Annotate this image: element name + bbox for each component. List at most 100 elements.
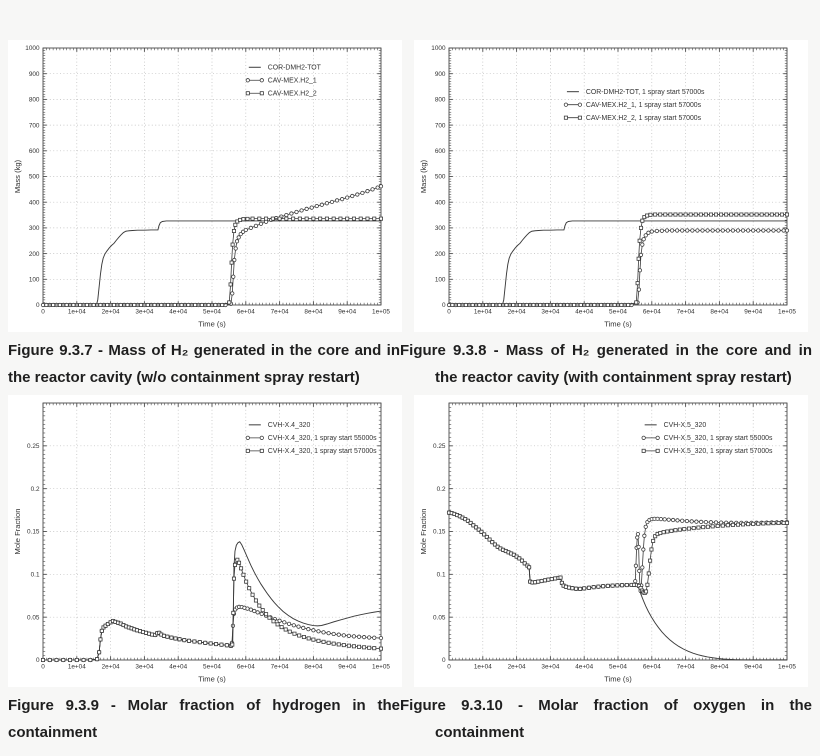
series-0 — [449, 220, 787, 306]
legend-label: CVH-X.4_320, 1 spray start 55000s — [268, 435, 377, 442]
svg-text:8e+04: 8e+04 — [710, 309, 728, 316]
svg-text:1e+05: 1e+05 — [778, 309, 796, 316]
svg-text:200: 200 — [29, 251, 40, 258]
svg-text:700: 700 — [435, 122, 446, 129]
y-axis-label: Mole Fraction — [419, 508, 428, 554]
plot-frame — [42, 402, 382, 661]
svg-text:6e+04: 6e+04 — [237, 664, 255, 671]
chart-figure-9-3-8: 0 1e+04 2e+04 3e+04 4e+04 5e+04 6e+04 7e+04 8e+0… — [414, 40, 808, 332]
legend-label: CVH-X.5_320, 1 spray start 57000s — [664, 448, 773, 455]
legend-label: CAV-MEX.H2_2 — [268, 91, 317, 98]
legend: COR-DMH2-TOT, 1 spray start 57000s CAV-ME… — [563, 89, 705, 122]
svg-text:2e+04: 2e+04 — [508, 309, 526, 316]
svg-text:6e+04: 6e+04 — [643, 664, 661, 671]
svg-text:900: 900 — [29, 71, 40, 78]
series-1 — [446, 228, 790, 308]
svg-text:2e+04: 2e+04 — [102, 664, 120, 671]
legend-label: CAV-MEX.H2_1, 1 spray start 57000s — [586, 102, 702, 109]
svg-text:7e+04: 7e+04 — [271, 309, 289, 316]
svg-text:0: 0 — [442, 302, 446, 309]
caption-line: containment — [8, 724, 98, 741]
svg-text:0: 0 — [36, 302, 40, 309]
svg-text:7e+04: 7e+04 — [271, 664, 289, 671]
caption-line: Figure 9.3.7 - Mass of H₂ generated in t… — [8, 342, 400, 359]
svg-text:7e+04: 7e+04 — [677, 664, 695, 671]
svg-text:400: 400 — [435, 199, 446, 206]
caption-line: Figure 9.3.8 - Mass of H₂ generated in t… — [400, 342, 812, 359]
svg-text:500: 500 — [29, 174, 40, 181]
svg-text:0.05: 0.05 — [433, 614, 446, 621]
svg-text:4e+04: 4e+04 — [575, 664, 593, 671]
chart-canvas: 0 1e+04 2e+04 3e+04 4e+04 5e+04 6e+04 7e+04 8e+0… — [13, 45, 390, 329]
svg-text:8e+04: 8e+04 — [304, 309, 322, 316]
gridlines — [449, 48, 787, 305]
legend-label: COR-DMH2-TOT — [268, 65, 322, 72]
caption-line: containment — [435, 724, 525, 741]
caption-row-top: Figure 9.3.7 - Mass of H₂ generated in t… — [8, 337, 812, 391]
svg-text:800: 800 — [29, 97, 40, 104]
svg-text:0.15: 0.15 — [433, 529, 446, 536]
svg-text:5e+04: 5e+04 — [203, 309, 221, 316]
series-2 — [44, 216, 383, 307]
figure-caption-9-3-9: Figure 9.3.9 - Molar fraction of hydroge… — [8, 692, 400, 746]
series-1 — [40, 184, 384, 308]
svg-text:0.25: 0.25 — [433, 443, 446, 450]
svg-text:8e+04: 8e+04 — [710, 664, 728, 671]
svg-text:7e+04: 7e+04 — [677, 309, 695, 316]
svg-text:5e+04: 5e+04 — [609, 309, 627, 316]
svg-text:0.1: 0.1 — [31, 572, 40, 579]
legend-label: COR-DMH2-TOT, 1 spray start 57000s — [586, 89, 705, 96]
svg-text:5e+04: 5e+04 — [609, 664, 627, 671]
svg-text:3e+04: 3e+04 — [135, 664, 153, 671]
svg-text:3e+04: 3e+04 — [541, 664, 559, 671]
gridlines — [43, 48, 381, 305]
tick-labels: 0 1e+04 2e+04 3e+04 4e+04 5e+04 6e+04 7e+04 8e+0… — [27, 443, 390, 670]
caption-row-bottom: Figure 9.3.9 - Molar fraction of hydroge… — [8, 692, 812, 746]
legend-label: CVH-X.5_320 — [664, 422, 707, 429]
x-axis-label: Time (s) — [604, 320, 632, 329]
svg-text:9e+04: 9e+04 — [338, 309, 356, 316]
svg-text:3e+04: 3e+04 — [541, 309, 559, 316]
svg-text:0.1: 0.1 — [437, 572, 446, 579]
svg-text:3e+04: 3e+04 — [135, 309, 153, 316]
legend-label: CVH-X.4_320, 1 spray start 57000s — [268, 448, 377, 455]
caption-line: Figure 9.3.9 - Molar fraction of hydroge… — [8, 697, 400, 714]
svg-text:2e+04: 2e+04 — [102, 309, 120, 316]
caption-line: the reactor cavity (w/o containment spra… — [8, 369, 360, 386]
svg-text:900: 900 — [435, 71, 446, 78]
series-1 — [40, 604, 384, 663]
chart-figure-9-3-10: 0 1e+04 2e+04 3e+04 4e+04 5e+04 6e+04 7e+04 8e+0… — [414, 395, 808, 687]
legend: CVH-X.5_320 CVH-X.5_320, 1 spray start 55… — [641, 422, 773, 455]
svg-text:1e+04: 1e+04 — [68, 664, 86, 671]
plot-frame — [448, 402, 788, 661]
svg-text:0.2: 0.2 — [437, 486, 446, 493]
svg-text:800: 800 — [435, 97, 446, 104]
svg-text:600: 600 — [29, 148, 40, 155]
svg-text:100: 100 — [435, 277, 446, 284]
svg-text:0: 0 — [41, 664, 45, 671]
svg-text:0.05: 0.05 — [27, 614, 40, 621]
x-axis-label: Time (s) — [198, 320, 226, 329]
svg-text:1000: 1000 — [25, 45, 40, 52]
svg-text:6e+04: 6e+04 — [643, 309, 661, 316]
y-axis-label: Mass (kg) — [13, 159, 22, 193]
x-axis-label: Time (s) — [604, 675, 632, 684]
svg-text:1e+05: 1e+05 — [372, 664, 390, 671]
svg-text:1e+05: 1e+05 — [372, 309, 390, 316]
svg-text:0.2: 0.2 — [31, 486, 40, 493]
series-2 — [447, 510, 789, 596]
svg-text:4e+04: 4e+04 — [169, 664, 187, 671]
y-axis-label: Mole Fraction — [13, 508, 22, 554]
svg-text:400: 400 — [29, 199, 40, 206]
series-0 — [43, 220, 381, 306]
svg-text:9e+04: 9e+04 — [744, 664, 762, 671]
svg-text:0.15: 0.15 — [27, 529, 40, 536]
svg-text:9e+04: 9e+04 — [744, 309, 762, 316]
series-2 — [450, 212, 789, 307]
figure-caption-9-3-10: Figure 9.3.10 - Molar fraction of oxygen… — [400, 692, 812, 746]
tick-labels: 0 1e+04 2e+04 3e+04 4e+04 5e+04 6e+04 7e+04 8e+0… — [25, 45, 390, 315]
legend-label: CAV-MEX.H2_1 — [268, 78, 317, 85]
svg-text:1000: 1000 — [431, 45, 446, 52]
svg-text:1e+05: 1e+05 — [778, 664, 796, 671]
